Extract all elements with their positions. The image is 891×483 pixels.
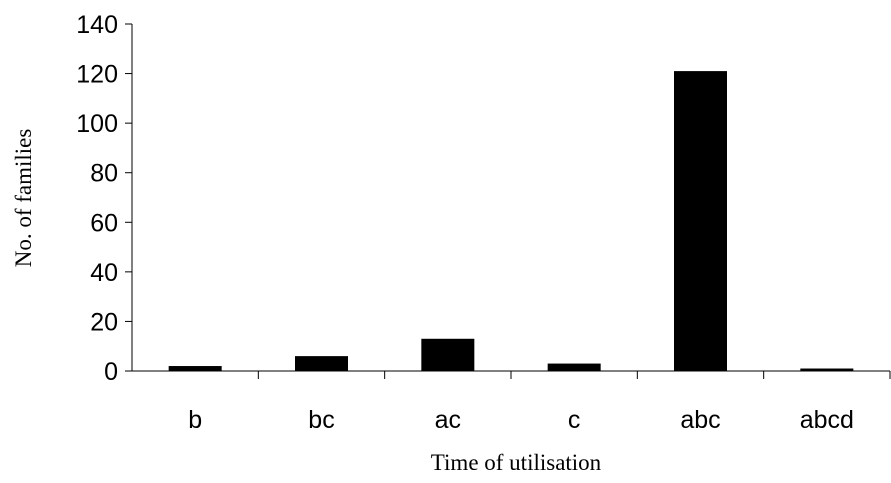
- bar-ac: [421, 338, 475, 371]
- x-tick-label: abcd: [800, 406, 854, 434]
- bar-c: [547, 363, 601, 371]
- y-tick-label: 0: [104, 358, 118, 386]
- x-tick-label: ac: [435, 406, 461, 434]
- x-tick-label: b: [188, 406, 202, 434]
- y-tick-label: 20: [90, 308, 118, 336]
- y-tick-label: 60: [90, 209, 118, 237]
- y-tick-label: 80: [90, 160, 118, 188]
- bar-bc: [295, 356, 348, 371]
- y-axis-title: No. of families: [11, 129, 36, 268]
- x-axis-title: Time of utilisation: [431, 450, 602, 475]
- x-tick-label: c: [568, 406, 581, 434]
- bar-abcd: [800, 368, 854, 371]
- x-tick-label: abc: [680, 406, 720, 434]
- bar-abc: [674, 71, 727, 371]
- y-tick-label: 140: [76, 11, 118, 39]
- x-tick-label: bc: [308, 406, 334, 434]
- plot-area: 0 20 40 60 80 100 120 140 b bc ac c abc abcd: [76, 11, 891, 434]
- y-tick-label: 40: [90, 259, 118, 287]
- y-tick-label: 100: [76, 110, 118, 138]
- bar-b: [168, 366, 222, 371]
- y-tick-label: 120: [76, 61, 118, 89]
